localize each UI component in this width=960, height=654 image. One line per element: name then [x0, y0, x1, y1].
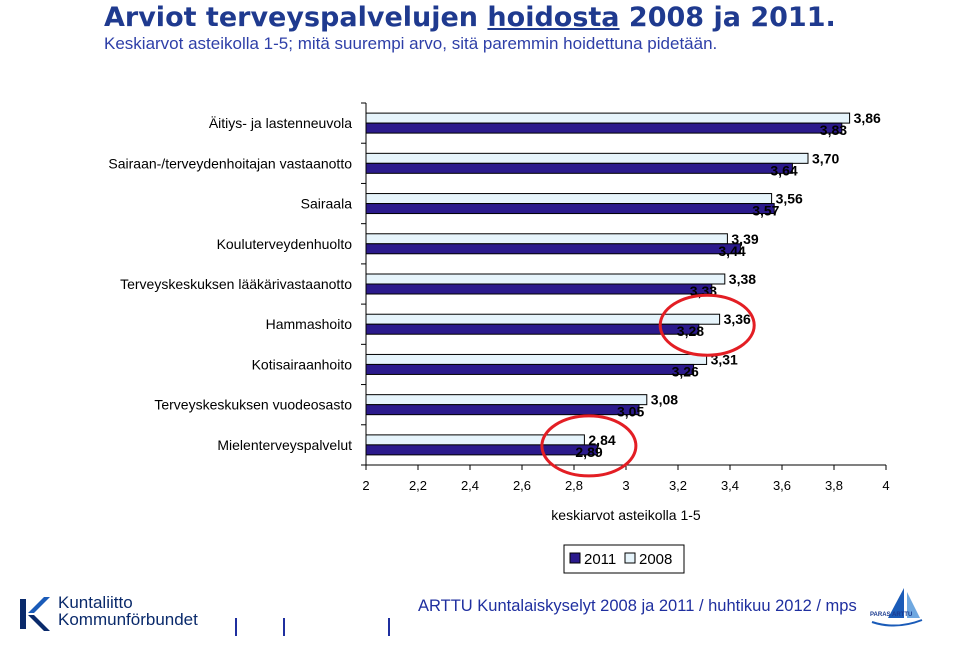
logo-line1: Kuntaliitto — [58, 593, 133, 612]
x-tick-label: 2,6 — [513, 478, 531, 493]
bar-2008 — [365, 313, 721, 325]
data-label-2008: 3,38 — [729, 271, 756, 287]
bar-2008 — [365, 112, 851, 124]
kuntaliitto-emblem-icon — [20, 597, 50, 631]
arttu-logo: PARAS ARTTU — [870, 588, 923, 627]
bar-2011 — [365, 323, 700, 335]
footer-source: ARTTU Kuntalaiskyselyt 2008 ja 2011 / hu… — [418, 597, 857, 615]
page-title: Arviot terveyspalvelujen hoidosta 2008 j… — [104, 2, 836, 33]
data-label-2008: 3,36 — [724, 311, 751, 327]
bar-2011 — [365, 162, 793, 174]
bar-2011 — [365, 283, 713, 295]
legend-label-2008: 2008 — [639, 551, 672, 568]
x-tick-label: 3,2 — [669, 478, 687, 493]
highlight-circle — [540, 414, 638, 478]
x-tick-label: 3,4 — [721, 478, 739, 493]
data-label-2011: 3,05 — [617, 404, 644, 420]
x-tick-label: 4 — [882, 478, 889, 493]
bar-2008 — [365, 394, 648, 406]
category-label: Hammashoito — [266, 316, 353, 332]
legend-swatch-2008 — [624, 552, 636, 564]
legend-label-2011: 2011 — [584, 551, 616, 568]
data-label-2011: 3,57 — [752, 203, 779, 219]
legend-swatch-2011 — [569, 552, 581, 564]
bar-2008 — [365, 193, 773, 205]
kuntaliitto-logo: Kuntaliitto Kommunförbundet — [18, 593, 198, 633]
bar-2011 — [365, 243, 741, 255]
data-label-2008: 3,86 — [854, 110, 881, 126]
category-label: Sairaan-/terveydenhoitajan vastaanotto — [108, 155, 352, 171]
category-label: Äitiys- ja lastenneuvola — [209, 115, 352, 131]
data-label-2008: 3,39 — [731, 231, 758, 247]
data-label-2008: 3,70 — [812, 150, 839, 166]
bar-2008 — [365, 434, 585, 446]
category-label: Terveyskeskuksen vuodeosasto — [154, 397, 352, 413]
x-axis-title: keskiarvot asteikolla 1-5 — [551, 507, 701, 523]
data-label-2008: 3,56 — [776, 191, 803, 207]
x-tick-label: 2 — [362, 478, 369, 493]
x-tick-label: 2,8 — [565, 478, 583, 493]
data-label-2011: 3,28 — [677, 323, 704, 339]
divider — [388, 618, 390, 636]
category-label: Sairaala — [301, 196, 353, 212]
x-tick-label: 2,4 — [461, 478, 479, 493]
x-tick-label: 3,6 — [773, 478, 791, 493]
bar-2011 — [365, 404, 640, 416]
category-label: Mielenterveyspalvelut — [217, 437, 352, 453]
data-label-2011: 3,44 — [718, 243, 745, 259]
highlight-circle — [658, 293, 756, 357]
bar-2011 — [365, 444, 598, 456]
category-label: Terveyskeskuksen lääkärivastaanotto — [120, 276, 352, 292]
bar-2008 — [365, 353, 708, 365]
data-label-2011: 3,26 — [672, 363, 699, 379]
svg-text:PARAS ARTTU: PARAS ARTTU — [870, 612, 912, 618]
category-label: Kotisairaanhoito — [252, 356, 353, 372]
x-tick-label: 3,8 — [825, 478, 843, 493]
bar-2008 — [365, 273, 726, 285]
x-tick-label: 2,2 — [409, 478, 427, 493]
data-label-2011: 3,64 — [770, 162, 797, 178]
bar-2011 — [365, 122, 843, 134]
category-label: Kouluterveydenhuolto — [217, 236, 353, 252]
bar-2011 — [365, 363, 695, 375]
bar-chart: 2 2,2 2,4 2,6 2,8 3 3,2 3,4 3,6 3,8 4 Äitiys- ja la… — [108, 102, 890, 574]
data-label-2008: 2,84 — [588, 432, 615, 448]
legend-box — [563, 544, 685, 574]
bar-2011 — [365, 203, 775, 215]
data-label-2011: 3,83 — [820, 122, 847, 138]
data-label-2008: 3,08 — [651, 392, 678, 408]
bar-2008 — [365, 233, 728, 245]
bar-2008 — [365, 152, 809, 164]
x-tick-label: 3 — [622, 478, 629, 493]
page-subtitle: Keskiarvot asteikolla 1-5; mitä suurempi… — [104, 34, 718, 53]
divider — [235, 618, 237, 636]
logo-line2: Kommunförbundet — [58, 610, 198, 629]
data-label-2011: 2,89 — [575, 444, 602, 460]
divider — [283, 618, 285, 636]
